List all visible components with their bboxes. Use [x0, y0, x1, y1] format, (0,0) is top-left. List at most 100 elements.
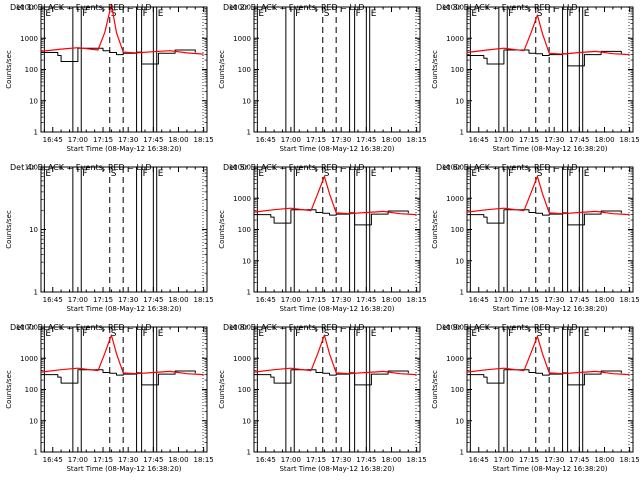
y-tick-label: 1000: [446, 355, 464, 363]
x-tick-label: 18:00: [381, 296, 401, 304]
x-tick-label: 17:30: [331, 456, 351, 464]
y-tick-label: 10: [29, 226, 38, 234]
event-marker-label: E: [158, 329, 164, 339]
y-tick-label: 1: [247, 449, 251, 457]
x-tick-label: 17:15: [93, 136, 113, 144]
detector-panel: 1 10 100 1000 10000 16:45 17:00 17:15 17:30 17:45…: [426, 320, 639, 480]
event-marker-label: F: [508, 169, 513, 179]
detector-panel: 1 10 100 1000 10000 16:45 17:00 17:15 17:30 17:45…: [213, 320, 426, 480]
x-tick-label: 17:00: [494, 296, 514, 304]
lld-series-line: [40, 334, 204, 376]
plot-frame: [466, 326, 634, 453]
y-tick-label: 100: [238, 226, 251, 234]
x-tick-label: 17:45: [143, 136, 163, 144]
chart-title: Det 8r BLACK = Events, RED = LLD: [223, 323, 365, 332]
y-tick-label: 1: [247, 289, 251, 297]
x-tick-label: 16:45: [43, 456, 63, 464]
x-tick-label: 16:45: [43, 136, 63, 144]
event-marker-label: F: [295, 329, 300, 339]
x-tick-label: 17:45: [356, 136, 376, 144]
x-tick-label: 18:15: [620, 136, 639, 144]
x-tick-label: 17:00: [494, 456, 514, 464]
x-tick-label: 17:15: [93, 456, 113, 464]
event-marker-label: S: [537, 9, 543, 19]
x-tick-label: 16:45: [256, 456, 276, 464]
x-tick-label: 17:15: [93, 296, 113, 304]
x-tick-label: 17:30: [544, 136, 564, 144]
event-marker-label: F: [569, 329, 574, 339]
x-tick-label: 17:15: [306, 136, 326, 144]
y-tick-label: 10000: [229, 324, 251, 332]
x-tick-label: 17:45: [356, 296, 376, 304]
x-tick-label: 16:45: [469, 296, 489, 304]
detector-chart: 1 10 100 1000 10000 16:45 17:00 17:15 17:30 17:45…: [218, 163, 426, 313]
x-tick-label: 16:45: [469, 456, 489, 464]
y-tick-label: 1000: [233, 195, 251, 203]
x-tick-label: 18:00: [381, 136, 401, 144]
events-series-line: [41, 369, 196, 386]
x-tick-label: 17:45: [356, 456, 376, 464]
y-tick-label: 10: [29, 97, 38, 105]
x-tick-label: 17:00: [281, 296, 301, 304]
event-marker-label: S: [324, 329, 330, 339]
y-tick-label: 1000: [20, 35, 38, 43]
y-tick-label: 1: [247, 129, 251, 137]
x-tick-label: 18:15: [194, 456, 213, 464]
chart-title: Det 4r BLACK = Events, RED = LLD: [10, 163, 152, 172]
x-tick-label: 17:00: [68, 456, 88, 464]
x-tick-label: 18:00: [594, 296, 614, 304]
plot-frame: [253, 6, 421, 133]
y-axis-title: Counts/sec: [5, 370, 13, 409]
x-tick-label: 17:30: [118, 296, 138, 304]
x-axis-title: Start Time (08-May-12 16:38:20): [66, 465, 181, 473]
y-tick-label: 10: [242, 257, 251, 265]
y-tick-label: 1: [460, 289, 464, 297]
event-marker-label: E: [471, 9, 477, 19]
plot-frame: [466, 6, 634, 133]
plot-frame: [40, 166, 208, 293]
x-tick-label: 16:45: [256, 296, 276, 304]
y-tick-label: 1: [34, 129, 38, 137]
y-tick-label: 10: [455, 97, 464, 105]
y-tick-label: 100: [238, 386, 251, 394]
plot-frame: [40, 6, 208, 133]
event-marker-label: E: [584, 329, 590, 339]
event-marker-label: F: [295, 169, 300, 179]
y-tick-label: 1: [34, 289, 38, 297]
y-tick-label: 100: [238, 66, 251, 74]
detector-chart: 1 10 100 1000 10000 16:45 17:00 17:15 17:30 17:45…: [431, 3, 639, 153]
chart-title: Det 9r BLACK = Events, RED = LLD: [436, 323, 578, 332]
x-tick-label: 18:15: [407, 456, 426, 464]
chart-title: Det 5r BLACK = Events, RED = LLD: [223, 163, 365, 172]
event-marker-label: E: [258, 329, 264, 339]
y-tick-label: 1: [460, 449, 464, 457]
event-marker-label: E: [45, 9, 51, 19]
y-axis-title: Counts/sec: [5, 50, 13, 89]
y-tick-label: 10000: [16, 4, 38, 12]
event-marker-label: S: [111, 9, 117, 19]
x-tick-label: 16:45: [469, 136, 489, 144]
x-tick-label: 18:15: [620, 296, 639, 304]
y-axis-title: Counts/sec: [218, 210, 226, 249]
lld-series-line: [253, 175, 417, 216]
event-marker-label: E: [584, 169, 590, 179]
event-marker-label: F: [508, 329, 513, 339]
detector-chart: 1 10 100 1000 10000 16:45 17:00 17:15 17:30 17:45…: [218, 323, 426, 473]
x-tick-label: 18:00: [168, 136, 188, 144]
x-tick-label: 18:00: [381, 456, 401, 464]
plot-frame: [253, 326, 421, 453]
event-marker-label: E: [45, 329, 51, 339]
y-tick-label: 1000: [446, 195, 464, 203]
lld-series-line: [466, 14, 630, 56]
event-marker-label: F: [143, 9, 148, 19]
event-marker-label: S: [111, 169, 117, 179]
event-marker-label: F: [143, 169, 148, 179]
event-marker-label: E: [471, 329, 477, 339]
y-axis-title: Counts/sec: [5, 210, 13, 249]
x-tick-label: 17:30: [544, 296, 564, 304]
detector-chart: 1 10 100 16:45 17:00 17:15 17:30 17:45 18:00 18:1…: [5, 163, 213, 313]
x-tick-label: 17:30: [118, 456, 138, 464]
y-tick-label: 1000: [233, 35, 251, 43]
x-tick-label: 17:00: [281, 456, 301, 464]
x-tick-label: 17:30: [544, 456, 564, 464]
